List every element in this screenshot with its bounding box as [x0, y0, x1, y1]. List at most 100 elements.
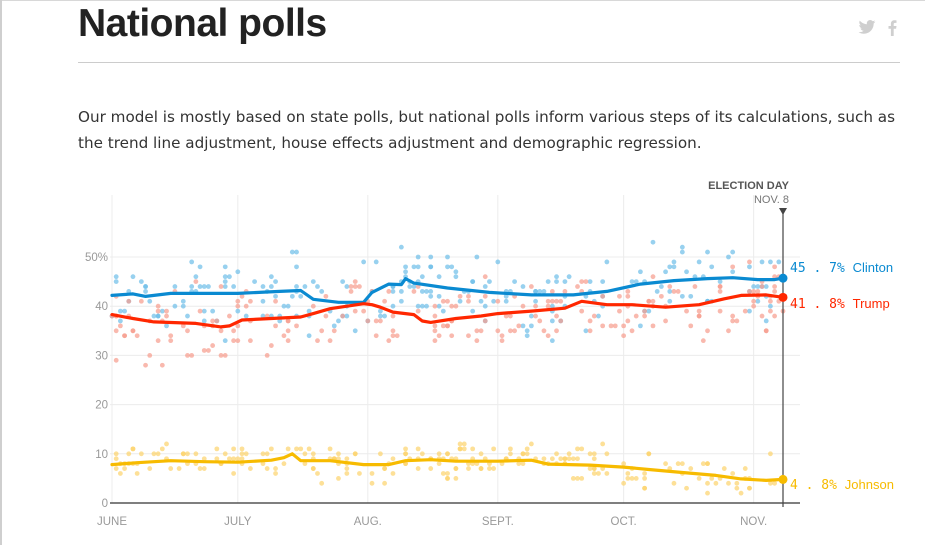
poll-dot: [495, 328, 501, 334]
poll-dot: [499, 333, 505, 339]
poll-dot: [235, 308, 241, 314]
poll-dot: [768, 259, 773, 265]
end-dot-clinton: [778, 273, 788, 283]
poll-dot: [768, 308, 773, 314]
poll-dot: [474, 254, 480, 260]
end-labels: 45 . 7% Clinton 41 . 8% Trump 4 . 8% Johns…: [778, 260, 894, 493]
poll-dot: [424, 303, 429, 309]
poll-dot: [528, 313, 534, 319]
poll-dot: [650, 274, 656, 280]
poll-dot: [285, 446, 291, 452]
poll-dot: [168, 338, 174, 344]
poll-dot: [432, 338, 438, 344]
poll-dot: [239, 451, 245, 457]
election-day-annotation: ELECTION DAY NOV. 8: [708, 180, 790, 507]
poll-dot: [147, 298, 153, 304]
poll-dot: [117, 318, 123, 324]
poll-dot: [352, 451, 358, 457]
poll-dot: [197, 284, 203, 289]
poll-dot: [449, 264, 455, 270]
poll-dot: [579, 279, 585, 284]
poll-dot: [646, 308, 652, 314]
poll-dot: [726, 328, 731, 334]
poll-dot: [176, 466, 182, 471]
poll-dot: [575, 446, 580, 452]
poll-dot: [285, 303, 291, 309]
poll-dot: [382, 480, 387, 486]
poll-dot: [336, 456, 341, 462]
poll-dot: [210, 343, 216, 348]
poll-dot: [428, 466, 434, 471]
poll-dot: [180, 298, 186, 304]
poll-dot: [575, 476, 580, 481]
poll-dot: [390, 328, 396, 334]
end-label-trump: 41 . 8% Trump: [790, 296, 890, 312]
poll-dot: [671, 480, 677, 486]
poll-dot: [398, 298, 404, 304]
poll-dot: [185, 353, 190, 358]
poll-dot: [482, 303, 488, 309]
poll-dot: [285, 338, 291, 344]
poll-dot: [445, 471, 450, 476]
poll-dot: [684, 485, 689, 491]
poll-dot: [201, 456, 207, 462]
poll-dot: [306, 308, 312, 314]
poll-dot: [772, 264, 778, 270]
poll-dot: [415, 254, 421, 260]
twitter-icon[interactable]: [858, 20, 876, 41]
poll-dot: [235, 269, 241, 275]
poll-dot: [562, 279, 568, 284]
poll-dot: [759, 259, 765, 265]
poll-dot: [478, 328, 484, 334]
poll-dot: [336, 476, 341, 481]
poll-dot: [315, 284, 320, 289]
poll-dot: [528, 323, 534, 329]
poll-dot: [168, 333, 174, 339]
poll-dot: [679, 293, 685, 299]
poll-dot: [403, 269, 408, 275]
poll-dot: [440, 298, 446, 304]
poll-dot: [642, 308, 648, 314]
poll-dot: [625, 293, 631, 299]
poll-dot: [638, 323, 643, 329]
poll-dot: [738, 490, 744, 496]
poll-dot: [566, 456, 572, 462]
poll-dot: [466, 298, 471, 304]
poll-dot: [495, 259, 501, 265]
poll-dot: [235, 323, 241, 329]
poll-dot: [449, 333, 455, 339]
poll-dot: [428, 293, 434, 299]
poll-dot: [403, 446, 408, 452]
poll-dot: [617, 308, 622, 314]
poll-dot: [721, 466, 727, 471]
poll-dot: [763, 318, 769, 324]
end-label-name: Johnson: [845, 477, 894, 492]
poll-dot: [369, 471, 375, 476]
poll-dot: [763, 328, 769, 334]
poll-dot: [436, 333, 442, 339]
poll-dot: [696, 313, 702, 319]
poll-dot: [327, 338, 333, 344]
poll-dot: [587, 466, 593, 471]
poll-dot: [461, 446, 467, 452]
poll-dot: [260, 451, 266, 457]
poll-dot: [260, 461, 266, 467]
poll-dot: [768, 480, 773, 486]
poll-dot: [151, 451, 157, 457]
poll-dot: [696, 476, 702, 481]
poll-dot: [436, 461, 442, 467]
x-tick-label: AUG.: [354, 516, 382, 528]
poll-dot: [566, 274, 572, 280]
poll-dot: [508, 313, 513, 319]
poll-dot: [138, 279, 144, 284]
poll-dot: [549, 338, 555, 344]
poll-dot: [734, 318, 740, 324]
poll-dot: [138, 298, 144, 304]
facebook-icon[interactable]: [888, 20, 897, 41]
poll-dot: [298, 293, 304, 299]
poll-dot: [390, 333, 396, 339]
poll-dot: [281, 461, 287, 467]
poll-dot: [428, 289, 434, 294]
poll-dot: [768, 298, 773, 304]
poll-dot: [709, 476, 715, 481]
